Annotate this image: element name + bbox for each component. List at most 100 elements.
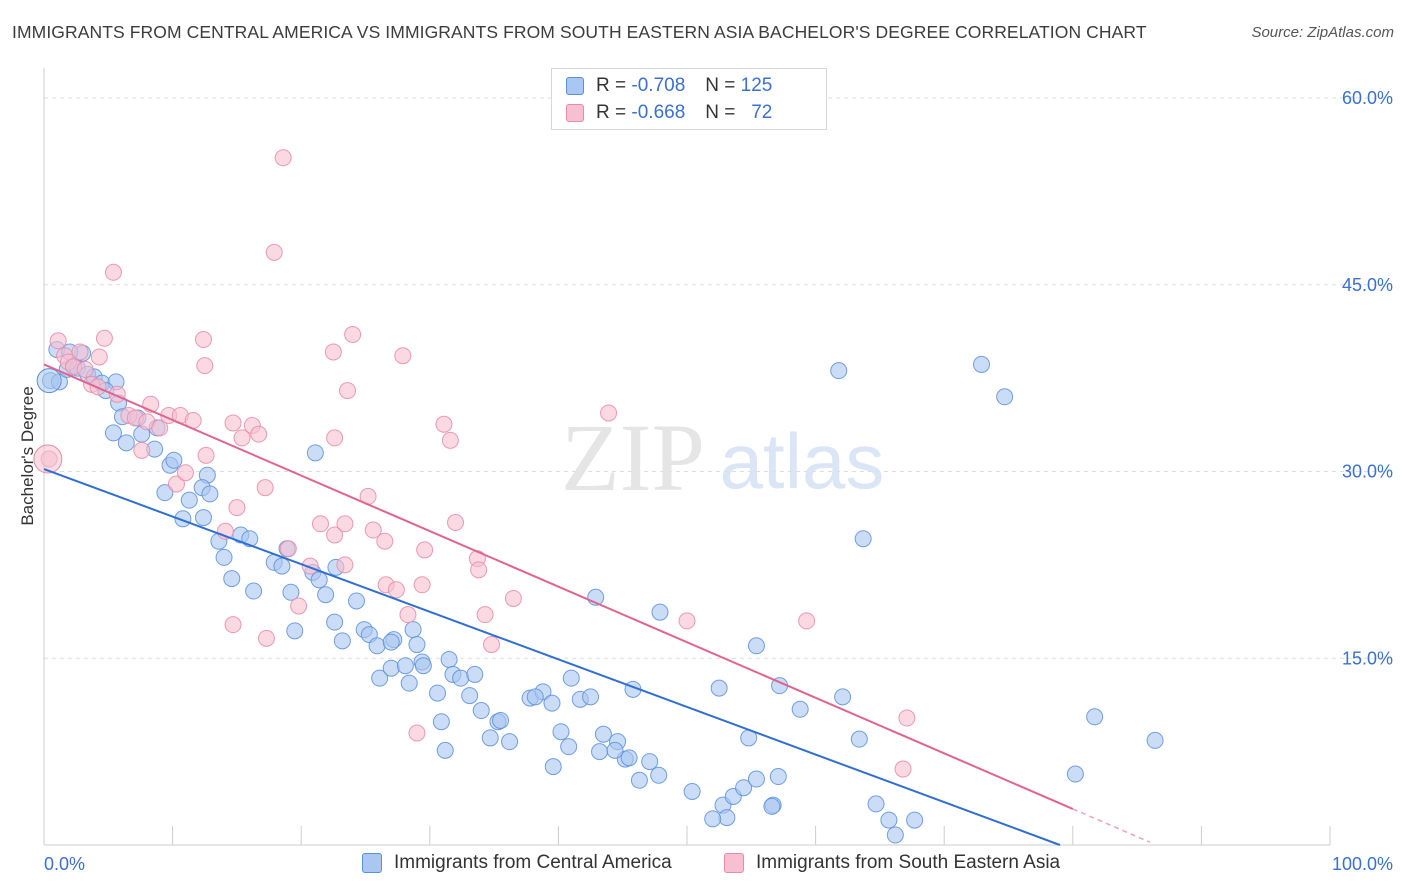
point-central-america [461,687,479,705]
point-central-america [286,622,304,640]
point-central-america [867,795,885,813]
y-tick-label: 30.0% [1342,462,1393,482]
point-south-eastern-asia [90,348,108,366]
point-south-eastern-asia [336,515,354,533]
point-south-eastern-asia [233,429,251,447]
x-tick-label-right: 100.0% [1332,854,1393,874]
point-south-eastern-asia [376,532,394,550]
stats-n-label: N = [705,102,736,123]
point-central-america [834,688,852,706]
point-central-america [466,665,484,683]
stats-row-central-america: R = -0.708 N = 125 [566,75,772,97]
point-central-america [156,484,174,502]
point-central-america [194,509,212,527]
point-central-america [791,700,809,718]
point-south-eastern-asia [257,629,275,647]
point-central-america [683,782,701,800]
point-central-america [492,712,510,729]
point-central-america [273,557,291,575]
point-central-america [543,694,561,712]
point-central-america [544,758,562,776]
point-central-america [886,826,904,844]
point-south-eastern-asia [441,431,459,449]
legend-item-central-america[interactable]: Immigrants from Central America [362,852,672,874]
stats-r-label: R = [596,75,627,96]
point-central-america [651,603,669,621]
point-central-america [594,725,612,743]
point-south-eastern-asia [600,404,618,422]
point-south-eastern-asia [336,556,354,574]
x-tick-label-left: 0.0% [44,854,85,874]
point-central-america [560,738,578,756]
point-central-america [429,684,447,702]
point-central-america [404,621,422,639]
series-central-america [36,340,1164,844]
stats-r-value: -0.708 [631,75,686,96]
point-central-america [854,530,872,548]
point-central-america [526,688,544,706]
point-central-america [104,424,122,442]
point-central-america [371,669,389,687]
point-central-america [223,570,241,588]
point-central-america [282,583,300,601]
watermark-atlas: atlas [720,417,885,505]
point-south-eastern-asia [413,576,431,594]
point-south-eastern-asia [394,347,412,365]
point-central-america [850,730,868,748]
point-central-america [414,657,432,675]
point-central-america [481,729,499,747]
legend-item-south-eastern-asia[interactable]: Immigrants from South Eastern Asia [724,852,1060,874]
bottom-legend: Immigrants from Central America Immigran… [0,852,1406,878]
y-tick-label: 45.0% [1342,275,1393,295]
chart-title: IMMIGRANTS FROM CENTRAL AMERICA VS IMMIG… [12,22,1147,42]
tick-labels: 60.0% 45.0% 30.0% 15.0% 0.0% 100.0% [44,88,1393,874]
point-central-america [245,582,263,600]
source-label: Source: ZipAtlas.com [1251,24,1394,41]
point-central-america [400,674,418,692]
point-south-eastern-asia [290,597,308,615]
point-south-eastern-asia [476,606,494,624]
watermark-zip: ZIP [561,404,705,511]
watermark: ZIP atlas [561,404,884,511]
point-south-eastern-asia [311,515,329,533]
point-central-america [582,688,600,706]
point-south-eastern-asia [197,446,215,464]
point-central-america [996,388,1014,406]
point-central-america [880,811,898,829]
point-central-america [501,733,519,751]
point-south-eastern-asia [678,612,696,630]
point-central-america [310,571,328,589]
point-central-america [747,770,765,788]
trend-line-extension [1072,808,1151,843]
stats-r-label: R = [596,102,627,123]
point-south-eastern-asia [265,243,283,261]
point-south-eastern-asia [798,612,816,630]
point-central-america [368,637,386,655]
point-central-america [830,362,848,380]
point-south-eastern-asia [151,419,169,437]
point-central-america [972,355,990,373]
point-south-eastern-asia [176,464,194,482]
point-central-america [562,669,580,687]
point-central-america [165,451,183,469]
point-south-eastern-asia [894,760,912,778]
point-central-america [396,657,414,675]
y-tick-label: 15.0% [1342,648,1393,668]
point-central-america [735,779,753,797]
point-south-eastern-asia [133,441,151,459]
trend-lines [43,363,1151,846]
point-south-eastern-asia [104,263,122,281]
point-south-eastern-asia [435,415,453,433]
legend-label-south-eastern-asia: Immigrants from South Eastern Asia [756,852,1061,873]
point-central-america [650,766,668,784]
point-south-eastern-asia [274,149,292,167]
point-south-eastern-asia [504,589,522,607]
point-south-eastern-asia [447,514,465,532]
point-central-america [1146,731,1164,749]
point-central-america [641,753,659,771]
stats-r-value: -0.668 [631,102,686,123]
point-central-america [382,659,400,677]
point-central-america [710,679,728,697]
point-central-america [718,809,736,827]
point-central-america [763,797,781,815]
